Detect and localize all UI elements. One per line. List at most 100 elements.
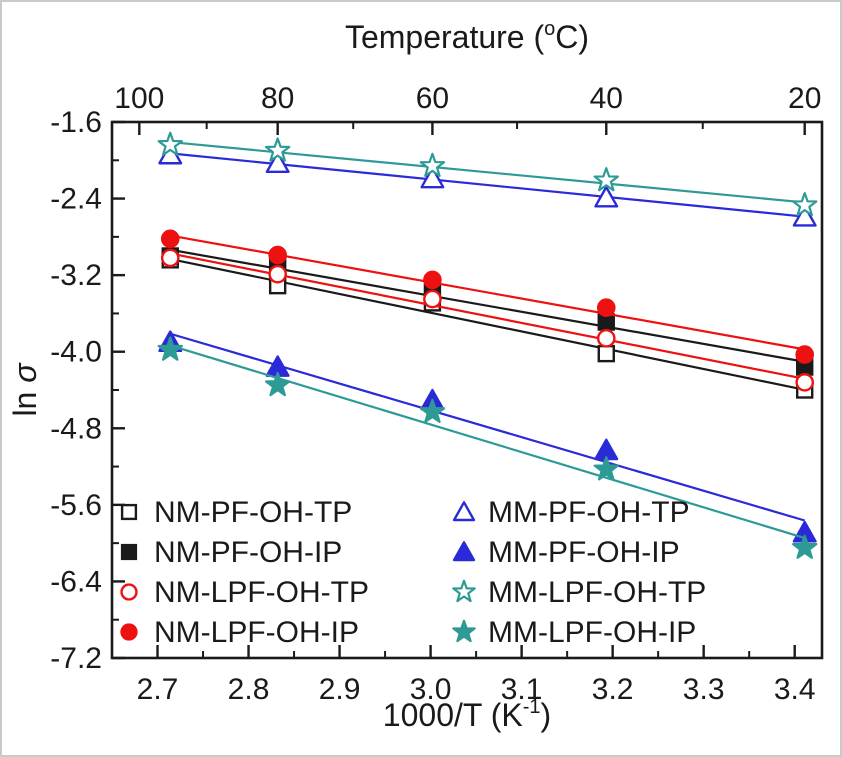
top-tick-label: 20 bbox=[788, 82, 821, 115]
fit-line bbox=[169, 332, 806, 522]
series-nm-lpf-oh-tp bbox=[160, 248, 815, 392]
legend-label: NM-PF-OH-TP bbox=[154, 496, 352, 529]
x-tick-label: 3.1 bbox=[501, 673, 543, 706]
data-point bbox=[795, 345, 815, 364]
legend-marker bbox=[452, 541, 476, 562]
open-star-icon bbox=[157, 131, 183, 156]
data-point bbox=[597, 344, 615, 363]
open-star-icon bbox=[593, 167, 619, 192]
y-tick-label: -4.0 bbox=[50, 336, 102, 369]
x-axis-bottom: 2.7 2.8 2.9 3.0 3.1 3.2 3.3 3.4 bbox=[137, 645, 816, 706]
series-mm-pf-oh-tp bbox=[158, 142, 817, 227]
legend-label: NM-LPF-OH-IP bbox=[154, 616, 359, 649]
data-point bbox=[596, 298, 616, 317]
open-square-icon bbox=[120, 503, 138, 521]
open-circle-icon bbox=[795, 373, 815, 392]
data-point bbox=[594, 185, 619, 208]
data-point bbox=[593, 167, 619, 192]
open-circle-icon bbox=[120, 583, 138, 601]
top-axis-title: Temperature (oC) bbox=[345, 18, 589, 55]
data-point bbox=[160, 229, 180, 249]
x-tick-label: 2.9 bbox=[319, 673, 361, 706]
legend-marker bbox=[452, 619, 476, 643]
x-tick-label: 3.2 bbox=[592, 673, 634, 706]
y-axis-title: ln σ bbox=[7, 362, 43, 417]
legend-label: MM-LPF-OH-TP bbox=[488, 576, 706, 609]
data-point bbox=[268, 264, 287, 284]
legend-label: MM-PF-OH-IP bbox=[488, 536, 680, 569]
x-axis-top: 100 80 60 40 20 bbox=[114, 82, 821, 135]
fit-line bbox=[170, 257, 805, 391]
filled-square-icon bbox=[120, 543, 138, 561]
legend-label: MM-LPF-OH-IP bbox=[488, 616, 696, 649]
top-tick-label: 40 bbox=[590, 82, 623, 115]
filled-star-icon bbox=[452, 619, 476, 643]
filled-star-icon bbox=[593, 456, 619, 481]
open-circle-icon bbox=[423, 289, 442, 309]
data-point bbox=[423, 289, 442, 309]
open-circle-icon bbox=[268, 264, 287, 284]
data-point bbox=[157, 336, 183, 361]
fit-line bbox=[170, 234, 805, 351]
x-tick-label: 3.0 bbox=[410, 673, 452, 706]
open-star-icon bbox=[452, 579, 476, 603]
legend-item-mm-pf-oh-tp: MM-PF-OH-TP bbox=[452, 496, 690, 529]
data-point bbox=[792, 534, 818, 559]
series-nm-pf-oh-ip bbox=[161, 247, 814, 376]
data-point bbox=[792, 191, 818, 217]
x-tick-label: 2.8 bbox=[228, 673, 270, 706]
legend-label: NM-LPF-OH-TP bbox=[154, 576, 369, 609]
filled-star-icon bbox=[792, 534, 818, 559]
data-point bbox=[157, 131, 183, 156]
open-star-icon bbox=[792, 191, 818, 217]
filled-star-icon bbox=[419, 398, 446, 423]
open-triangle-icon bbox=[792, 205, 817, 227]
open-circle-icon bbox=[596, 329, 616, 348]
data-point bbox=[268, 245, 287, 265]
y-tick-label: -3.2 bbox=[50, 259, 102, 292]
filled-circle-icon bbox=[120, 623, 138, 641]
top-tick-label: 60 bbox=[416, 82, 449, 115]
legend-item-mm-lpf-oh-ip: MM-LPF-OH-IP bbox=[452, 616, 696, 649]
series-mm-lpf-oh-ip bbox=[157, 336, 818, 559]
legend-label: NM-PF-OH-IP bbox=[154, 536, 342, 569]
series-mm-lpf-oh-tp bbox=[157, 131, 818, 217]
data-point bbox=[593, 456, 619, 481]
data-point bbox=[596, 329, 616, 348]
open-triangle-icon bbox=[420, 166, 445, 189]
x-axis-title: 1000/T (K-1) bbox=[383, 696, 551, 733]
fit-line bbox=[170, 252, 805, 380]
open-star-icon bbox=[419, 152, 446, 177]
legend-marker bbox=[452, 579, 476, 603]
legend-marker bbox=[120, 623, 138, 641]
data-point bbox=[264, 137, 291, 162]
open-triangle-icon bbox=[265, 151, 290, 174]
legend-marker bbox=[120, 543, 138, 561]
open-triangle-icon bbox=[594, 185, 619, 208]
x-tick-label: 3.4 bbox=[774, 673, 816, 706]
legend-item-mm-pf-oh-ip: MM-PF-OH-IP bbox=[452, 536, 680, 569]
filled-star-icon bbox=[157, 336, 183, 361]
data-point bbox=[420, 166, 445, 189]
filled-circle-icon bbox=[423, 270, 442, 290]
data-point bbox=[792, 205, 817, 227]
filled-circle-icon bbox=[160, 229, 180, 249]
filled-triangle-icon bbox=[452, 541, 476, 562]
data-point bbox=[419, 152, 446, 177]
y-tick-label: -7.2 bbox=[50, 642, 102, 675]
filled-circle-icon bbox=[596, 298, 616, 317]
y-tick-label: -5.6 bbox=[50, 489, 102, 522]
y-tick-label: -6.4 bbox=[50, 565, 102, 598]
fit-line bbox=[170, 248, 805, 363]
y-tick-label: -1.6 bbox=[50, 106, 102, 139]
legend-label: MM-PF-OH-TP bbox=[488, 496, 690, 529]
legend-marker bbox=[452, 501, 476, 522]
filled-star-icon bbox=[264, 371, 291, 397]
legend-item-nm-pf-oh-ip: NM-PF-OH-IP bbox=[120, 536, 342, 569]
data-point bbox=[264, 371, 291, 397]
data-point bbox=[419, 398, 446, 423]
legend-marker bbox=[120, 503, 138, 521]
x-tick-label: 3.3 bbox=[683, 673, 725, 706]
